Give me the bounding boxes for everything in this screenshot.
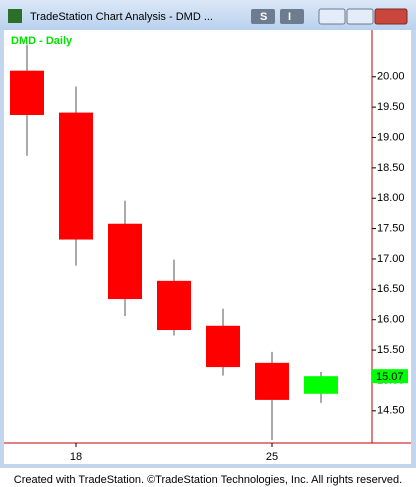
candle-body bbox=[10, 70, 44, 116]
window-title: TradeStation Chart Analysis - DMD ... bbox=[30, 11, 213, 23]
y-tick-label: 18.50 bbox=[377, 162, 405, 174]
i-button[interactable] bbox=[280, 9, 304, 24]
last-price-marker bbox=[372, 369, 408, 384]
y-tick-label: 18.00 bbox=[377, 192, 405, 204]
candle-body bbox=[206, 325, 240, 368]
y-tick-label: 16.00 bbox=[377, 314, 405, 326]
y-tick-label: 20.00 bbox=[377, 71, 405, 83]
y-tick-label: 16.50 bbox=[377, 283, 405, 295]
s-button[interactable] bbox=[251, 9, 275, 24]
candle-body bbox=[255, 362, 289, 400]
footer: Created with TradeStation. ©TradeStation… bbox=[14, 474, 402, 486]
last-price-label: 15.07 bbox=[376, 371, 404, 383]
candle-body bbox=[304, 376, 338, 394]
subtitle: DMD - Daily bbox=[11, 35, 73, 47]
y-tick-label: 19.50 bbox=[377, 101, 405, 113]
minimize-button[interactable] bbox=[318, 8, 346, 25]
candle-body bbox=[108, 223, 142, 300]
y-tick-label: 15.50 bbox=[377, 344, 405, 356]
close-button[interactable] bbox=[374, 8, 408, 25]
y-tick-label: 19.00 bbox=[377, 131, 405, 143]
x-tick-label: 18 bbox=[70, 451, 82, 463]
y-tick-label: 17.00 bbox=[377, 253, 405, 265]
y-tick-label: 17.50 bbox=[377, 223, 405, 235]
s-button-label[interactable]: S bbox=[260, 11, 267, 23]
app-icon bbox=[8, 9, 22, 23]
maximize-button[interactable] bbox=[346, 8, 374, 25]
x-tick-label: 25 bbox=[266, 451, 278, 463]
y-tick-label: 14.50 bbox=[377, 405, 405, 417]
chart-area bbox=[4, 30, 411, 464]
candle-body bbox=[59, 112, 93, 240]
i-button-label[interactable]: I bbox=[288, 11, 291, 23]
candle-body bbox=[157, 280, 191, 331]
